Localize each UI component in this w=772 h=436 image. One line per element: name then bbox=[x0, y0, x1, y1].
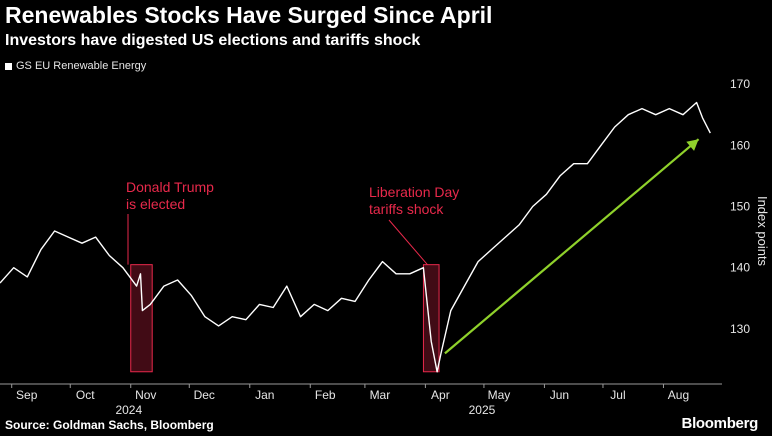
series-line bbox=[0, 101, 711, 373]
x-tick-label: Jun bbox=[550, 388, 569, 402]
annotation-label: Donald Trump bbox=[126, 179, 214, 195]
x-tick-label: Feb bbox=[315, 388, 336, 402]
y-tick-label: 170 bbox=[730, 77, 750, 91]
x-tick-label: Apr bbox=[431, 388, 450, 402]
y-tick-label: 140 bbox=[730, 261, 750, 275]
annotation-label: Liberation Day bbox=[369, 184, 459, 200]
bloomberg-logo: Bloomberg bbox=[681, 415, 759, 432]
x-tick-label: Aug bbox=[668, 388, 689, 402]
legend-swatch bbox=[5, 62, 12, 70]
annotation-label: is elected bbox=[126, 196, 185, 212]
x-tick-label: Nov bbox=[135, 388, 156, 402]
chart-title: Renewables Stocks Have Surged Since Apri… bbox=[5, 2, 493, 28]
trend-arrow-head bbox=[686, 139, 699, 151]
annotation-box bbox=[130, 264, 153, 373]
source-note: Source: Goldman Sachs, Bloomberg bbox=[5, 418, 214, 432]
chart-subtitle: Investors have digested US elections and… bbox=[5, 32, 421, 49]
x-tick-label: Jul bbox=[610, 388, 625, 402]
annotation-leader bbox=[388, 219, 428, 265]
y-tick-label: 150 bbox=[730, 200, 750, 214]
x-tick-label: Mar bbox=[370, 388, 391, 402]
year-label: 2024 bbox=[115, 403, 142, 417]
y-axis-label: Index points bbox=[755, 196, 770, 267]
x-tick-label: Sep bbox=[16, 388, 38, 402]
legend: GS EU Renewable Energy bbox=[5, 60, 146, 72]
y-tick-label: 130 bbox=[730, 322, 750, 336]
x-tick-label: May bbox=[488, 388, 511, 402]
annotation-box bbox=[422, 264, 440, 373]
year-label: 2025 bbox=[469, 403, 496, 417]
trend-arrow-line bbox=[444, 138, 700, 355]
annotation-label: tariffs shock bbox=[369, 201, 444, 217]
x-tick-label: Jan bbox=[255, 388, 274, 402]
x-tick-label: Oct bbox=[76, 388, 95, 402]
x-tick-label: Dec bbox=[194, 388, 215, 402]
legend-label: GS EU Renewable Energy bbox=[16, 60, 147, 72]
y-tick-label: 160 bbox=[730, 138, 750, 152]
